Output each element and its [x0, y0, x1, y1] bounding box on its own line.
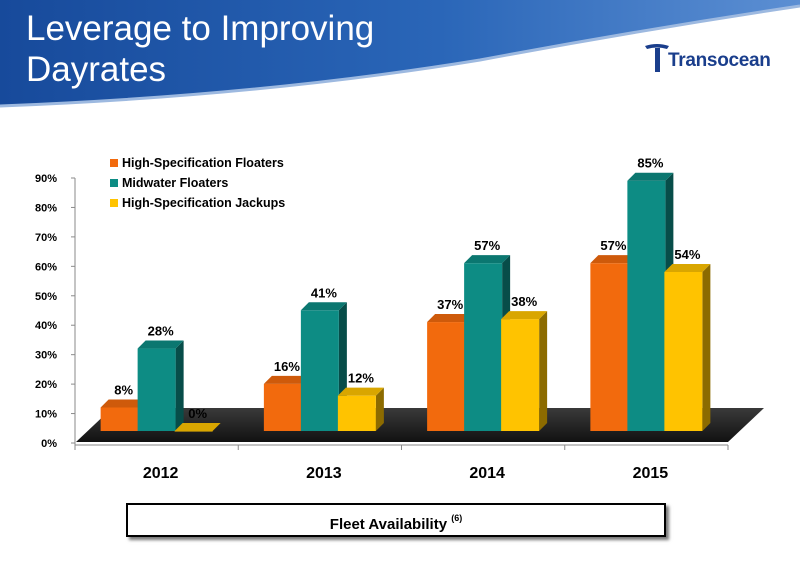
legend-label: High-Specification Floaters	[122, 156, 284, 170]
y-tick-label: 10%	[35, 409, 57, 421]
data-label: 0%	[188, 406, 207, 421]
legend-label: Midwater Floaters	[122, 176, 228, 190]
x-tick-label: 2015	[633, 465, 669, 482]
chart-caption-text: Fleet Availability	[329, 516, 448, 533]
data-label: 38%	[511, 294, 537, 309]
page-title-line-1: Leverage to Improving	[26, 9, 375, 48]
chart-caption-note: (6)	[451, 513, 463, 523]
data-label: 57%	[600, 238, 626, 253]
x-tick-label: 2014	[469, 465, 505, 482]
bar-2014-series-2	[501, 311, 548, 431]
chart-legend: High-Specification Floaters Midwater Floa…	[110, 156, 285, 210]
x-tick-label: 2012	[143, 465, 179, 482]
x-tick-label: 2013	[306, 465, 342, 482]
y-tick-label: 80%	[35, 202, 57, 214]
legend-swatch	[110, 179, 118, 187]
bar-2012-series-2	[174, 423, 221, 432]
data-label: 41%	[311, 285, 337, 300]
data-labels: 8% 16% 37% 57% 28% 41% 57% 85% 0% 12% 38% 54%	[114, 156, 701, 421]
legend-label: High-Specification Jackups	[122, 196, 285, 210]
data-label: 57%	[474, 238, 500, 253]
y-tick-label: 70%	[35, 232, 57, 244]
chart-bars	[100, 172, 711, 432]
bar-2015-series-0	[590, 255, 637, 431]
y-tick-label: 50%	[35, 291, 57, 303]
bar-2015-series-2	[664, 264, 711, 431]
data-label: 54%	[674, 247, 700, 262]
data-label: 37%	[437, 297, 463, 312]
bar-2012-series-1	[137, 340, 184, 431]
y-tick-label: 0%	[41, 438, 57, 450]
chart-caption: Fleet Availability (6)	[126, 503, 666, 537]
data-label: 16%	[274, 359, 300, 374]
data-label: 12%	[348, 371, 374, 386]
x-axis-ticks: 2012 2013 2014 2015	[74, 445, 729, 482]
page-title: Leverage to Improving Dayrates	[26, 8, 374, 90]
y-tick-label: 20%	[35, 379, 57, 391]
y-tick-label: 40%	[35, 320, 57, 332]
bar-chart: 0%10%20%30%40%50%60%70%80%90% 2012 2013 20…	[35, 156, 764, 482]
title-banner	[0, 0, 800, 112]
y-axis-ticks: 0% 10% 20% 30% 40% 50% 60% 70% 80% 90%	[35, 173, 75, 450]
transocean-logo-icon	[645, 44, 669, 72]
y-tick-label: 30%	[35, 350, 57, 362]
logo-text: Transocean	[668, 50, 771, 71]
y-tick-label: 90%	[35, 173, 57, 185]
bar-2013-series-2	[337, 387, 384, 431]
legend-swatch	[110, 199, 118, 207]
data-label: 28%	[148, 324, 174, 339]
y-tick-label: 60%	[35, 261, 57, 273]
legend-swatch	[110, 159, 118, 167]
data-label: 85%	[637, 156, 663, 171]
data-label: 8%	[114, 382, 133, 397]
page-title-line-2: Dayrates	[26, 50, 167, 89]
